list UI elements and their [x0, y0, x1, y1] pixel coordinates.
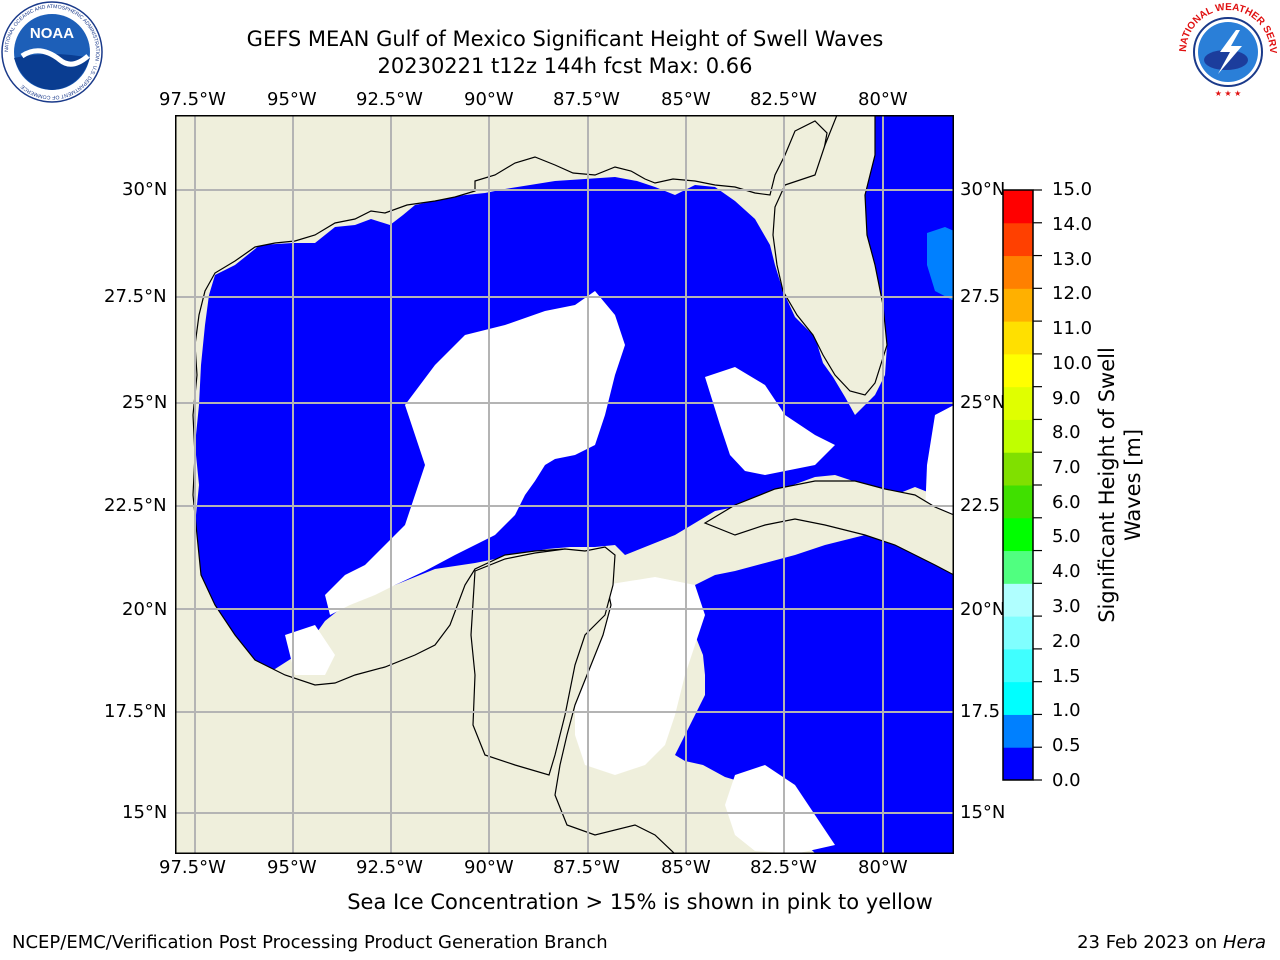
yucatan-land	[470, 546, 616, 776]
colorbar-tick: 12.0	[1052, 283, 1093, 304]
colorbar-segment	[1003, 222, 1033, 257]
lat-label-right: 30°N	[960, 179, 1006, 200]
colorbar-segment	[1003, 321, 1033, 355]
lat-label-right: 25°N	[960, 392, 1006, 413]
missing-data-zone-3	[705, 367, 835, 475]
lon-label-top: 90°W	[464, 89, 514, 110]
colorbar-tick: 3.0	[1052, 596, 1081, 617]
lat-label-right: 20°N	[960, 599, 1006, 620]
lon-label-bottom: 90°W	[464, 857, 514, 878]
colorbar-tick: 1.0	[1052, 700, 1081, 721]
missing-data-zone-2	[575, 577, 705, 775]
colorbar-label: Significant Height of Swell Waves [m]	[1094, 347, 1146, 623]
lon-label-top: 85°W	[661, 89, 711, 110]
colorbar-segment	[1003, 714, 1033, 748]
colorbar-segment	[1003, 419, 1033, 453]
colorbar-tick: 8.0	[1052, 422, 1081, 443]
colorbar	[1002, 189, 1042, 781]
colorbar-tick: 2.0	[1052, 631, 1081, 652]
florida-land	[772, 115, 888, 396]
colorbar-tick: 4.0	[1052, 561, 1081, 582]
noaa-logo: NOAA NATIONAL OCEANIC AND ATMOSPHERIC AD…	[1, 1, 103, 103]
colorbar-segment	[1003, 747, 1033, 781]
lat-label-right: 17.5	[960, 701, 1001, 722]
colorbar-tick: 10.0	[1052, 353, 1093, 374]
colorbar-tick: 5.0	[1052, 526, 1081, 547]
colorbar-segment	[1003, 255, 1033, 289]
colorbar-tick: 9.0	[1052, 388, 1081, 409]
colorbar-segment	[1003, 386, 1033, 420]
footer-date: 23 Feb 2023 on Hera	[1077, 932, 1266, 953]
cuba-land	[703, 480, 954, 576]
footer-date-text: 23 Feb 2023 on	[1077, 932, 1223, 953]
colorbar-segment	[1003, 648, 1033, 683]
colorbar-segment	[1003, 353, 1033, 388]
lon-label-bottom: 92.5°W	[356, 857, 423, 878]
lat-label-left: 15°N	[122, 802, 168, 823]
sea-ice-note: Sea Ice Concentration > 15% is shown in …	[347, 890, 933, 914]
colorbar-segment	[1003, 485, 1033, 519]
missing-data-zone-4	[725, 765, 835, 854]
colorbar-segment	[1003, 517, 1033, 552]
lon-label-bottom: 97.5°W	[159, 857, 226, 878]
colorbar-tick: 7.0	[1052, 457, 1081, 478]
colorbar-segment	[1003, 288, 1033, 322]
nws-logo: NATIONAL WEATHER SERVICE ★ ★ ★	[1176, 0, 1278, 102]
missing-data-zone	[325, 291, 625, 615]
lat-label-left: 20°N	[122, 599, 168, 620]
lon-label-top: 92.5°W	[356, 89, 423, 110]
missing-data-zone-6	[285, 625, 335, 675]
colorbar-tick: 0.5	[1052, 735, 1081, 756]
lat-label-left: 27.5°N	[104, 286, 167, 307]
colorbar-segment	[1003, 616, 1033, 650]
colorbar-label-line1: Significant Height of Swell	[1095, 347, 1119, 623]
page-subtitle: 20230221 t12z 144h fcst Max: 0.66	[377, 54, 753, 78]
lat-label-right: 22.5	[960, 495, 1001, 516]
colorbar-segment	[1003, 190, 1033, 224]
lon-label-top: 95°W	[267, 89, 317, 110]
colorbar-segment	[1003, 550, 1033, 584]
colorbar-label-line2: Waves [m]	[1121, 428, 1145, 542]
colorbar-tick: 1.5	[1052, 666, 1081, 687]
lon-label-top: 97.5°W	[159, 89, 226, 110]
colorbar-tick: 0.0	[1052, 770, 1081, 791]
swell-zone-mid-2	[927, 227, 954, 301]
lat-label-left: 22.5°N	[104, 495, 167, 516]
lat-label-left: 25°N	[122, 392, 168, 413]
svg-text:★ ★ ★: ★ ★ ★	[1215, 89, 1242, 98]
footer-host: Hera	[1222, 932, 1266, 953]
colorbar-segment	[1003, 452, 1033, 486]
lat-label-left: 17.5°N	[104, 701, 167, 722]
lat-label-right: 15°N	[960, 802, 1006, 823]
lon-label-bottom: 95°W	[267, 857, 317, 878]
colorbar-tick: 15.0	[1052, 179, 1093, 200]
colorbar-segment	[1003, 681, 1033, 715]
colorbar-tick: 14.0	[1052, 214, 1093, 235]
lon-label-top: 87.5°W	[553, 89, 620, 110]
lon-label-bottom: 80°W	[858, 857, 908, 878]
map-border	[175, 115, 954, 854]
lon-label-bottom: 87.5°W	[553, 857, 620, 878]
page-title: GEFS MEAN Gulf of Mexico Significant Hei…	[246, 27, 884, 51]
noaa-logo-text: NOAA	[30, 25, 74, 42]
lon-label-top: 80°W	[858, 89, 908, 110]
colorbar-tick: 6.0	[1052, 492, 1081, 513]
lon-label-top: 82.5°W	[750, 89, 817, 110]
footer-credit: NCEP/EMC/Verification Post Processing Pr…	[12, 932, 608, 953]
map-canvas	[175, 115, 954, 854]
colorbar-segment	[1003, 583, 1033, 617]
graticule	[175, 115, 954, 854]
lon-label-bottom: 85°W	[661, 857, 711, 878]
lat-label-left: 30°N	[122, 179, 168, 200]
lon-label-bottom: 82.5°W	[750, 857, 817, 878]
colorbar-tick: 11.0	[1052, 318, 1093, 339]
lat-label-right: 27.5	[960, 286, 1001, 307]
colorbar-tick: 13.0	[1052, 249, 1093, 270]
